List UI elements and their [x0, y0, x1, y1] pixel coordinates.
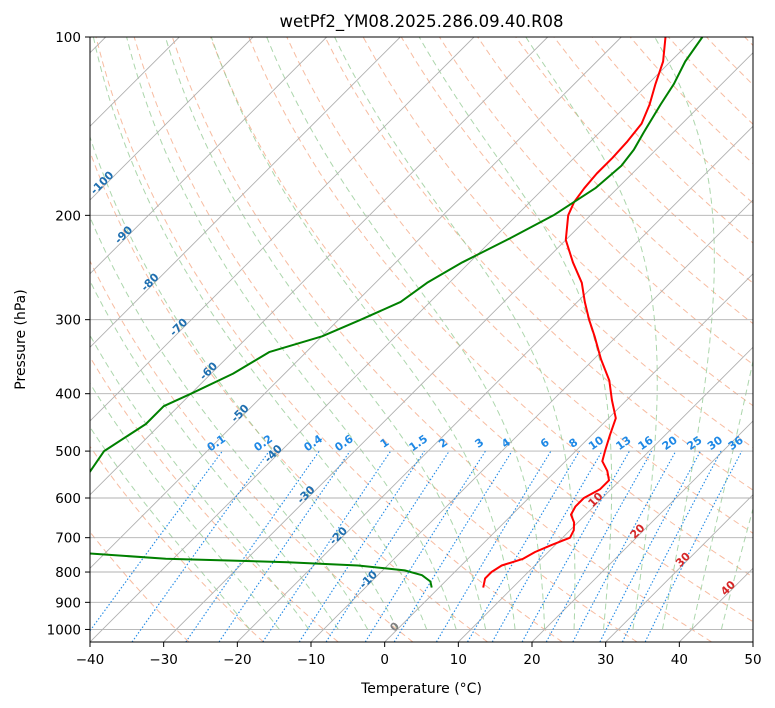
x-tick-label: −10	[297, 652, 326, 668]
moist-adiabat	[266, 37, 546, 630]
plot-background	[90, 37, 753, 642]
y-tick-label: 900	[55, 595, 81, 611]
profile-lines	[90, 37, 704, 588]
plot-frame	[89, 36, 754, 643]
moist-adiabat	[90, 135, 398, 630]
x-axis-label: Temperature (°C)	[360, 681, 482, 697]
dry-adiabat	[248, 37, 753, 578]
background-lines	[90, 37, 753, 642]
isotherm-line	[163, 52, 753, 642]
isotherm-line	[752, 641, 753, 642]
moist-adiabat	[691, 358, 753, 630]
dry-adiabat	[515, 37, 753, 284]
x-tick-label: −20	[223, 652, 252, 668]
y-tick-label: 200	[55, 208, 81, 224]
x-tick-label: 30	[597, 652, 614, 668]
isotherm-line	[90, 37, 549, 496]
chart-title: wetPf2_YM08.2025.286.09.40.R08	[279, 12, 563, 32]
dry-adiabat	[95, 37, 563, 642]
y-tick-label: 500	[55, 444, 81, 460]
moist-adiabat	[90, 426, 251, 630]
mixing-ratio-line	[435, 450, 552, 642]
moist-adiabat	[720, 506, 753, 630]
mixing-ratio-line	[90, 450, 223, 632]
y-tick-label: 100	[55, 30, 81, 46]
y-tick-label: 1000	[47, 622, 81, 638]
mixing-ratio-line	[621, 450, 722, 642]
x-tick-label: −30	[149, 652, 178, 668]
moist-adiabat	[90, 279, 339, 630]
y-tick-label: 800	[55, 565, 81, 581]
x-tick-label: 20	[523, 652, 540, 668]
moist-adiabat	[210, 37, 516, 630]
mixing-ratio-line	[131, 450, 270, 642]
isotherm-line	[90, 37, 401, 348]
isotherm-line	[605, 494, 753, 642]
moist-adiabat	[90, 334, 310, 630]
mixing-ratio-line	[572, 450, 677, 642]
mixing-ratio-line	[218, 450, 351, 642]
dry-adiabat	[210, 37, 753, 623]
mixing-ratio-line	[599, 450, 701, 642]
moist-adiabat	[334, 37, 576, 630]
isotherm-line	[531, 420, 753, 642]
moist-adiabat	[126, 37, 457, 630]
mixing-ratio-line	[185, 450, 320, 642]
moist-adiabat	[90, 382, 280, 630]
x-axis-ticks: −40 −30 −20 −10 0 10 20 30 40 50	[76, 642, 762, 668]
mixing-ratio-line	[262, 450, 392, 642]
x-tick-label: 40	[671, 652, 688, 668]
mixing-ratio-line	[644, 450, 743, 642]
y-tick-label: 400	[55, 387, 81, 403]
mixing-ratio-line	[545, 450, 653, 642]
mixing-ratio-line	[393, 450, 513, 642]
mixing-ratio-line	[521, 450, 630, 642]
y-tick-label: 700	[55, 531, 81, 547]
isotherm-line	[384, 273, 753, 642]
moist-adiabat	[90, 215, 369, 630]
x-tick-label: 10	[450, 652, 467, 668]
moist-adiabat	[418, 37, 613, 630]
y-axis-ticks: 100 200 300 400 500 600 700 800 900 1000	[47, 30, 90, 638]
isotherm-line	[236, 125, 753, 642]
moist-adiabat	[525, 37, 658, 630]
dry-adiabat	[286, 37, 753, 534]
dry-adiabat	[90, 259, 414, 642]
isotherm-line	[310, 199, 753, 642]
moist-adiabat	[654, 37, 715, 630]
y-tick-label: 600	[55, 491, 81, 507]
mixing-ratio-line	[298, 450, 425, 642]
mixing-ratio-line	[325, 450, 450, 642]
x-tick-label: −40	[76, 652, 105, 668]
x-tick-label: 50	[744, 652, 761, 668]
isotherm-line	[90, 37, 328, 275]
moist-adiabat	[92, 37, 428, 630]
isotherm-line	[90, 37, 622, 569]
dry-adiabat	[171, 37, 712, 642]
isotherm-line	[90, 37, 254, 201]
isotherm-line	[90, 37, 696, 642]
y-tick-label: 300	[55, 313, 81, 329]
mixing-ratio-line	[364, 450, 486, 642]
isotherm-line	[90, 37, 475, 422]
x-tick-label: 0	[380, 652, 389, 668]
dewpoint-profile	[90, 37, 704, 588]
temperature-profile	[482, 37, 667, 588]
dry-adiabat	[324, 37, 753, 491]
y-axis-label: Pressure (hPa)	[13, 289, 29, 389]
dry-adiabat	[90, 445, 264, 642]
moist-adiabat	[164, 37, 487, 630]
